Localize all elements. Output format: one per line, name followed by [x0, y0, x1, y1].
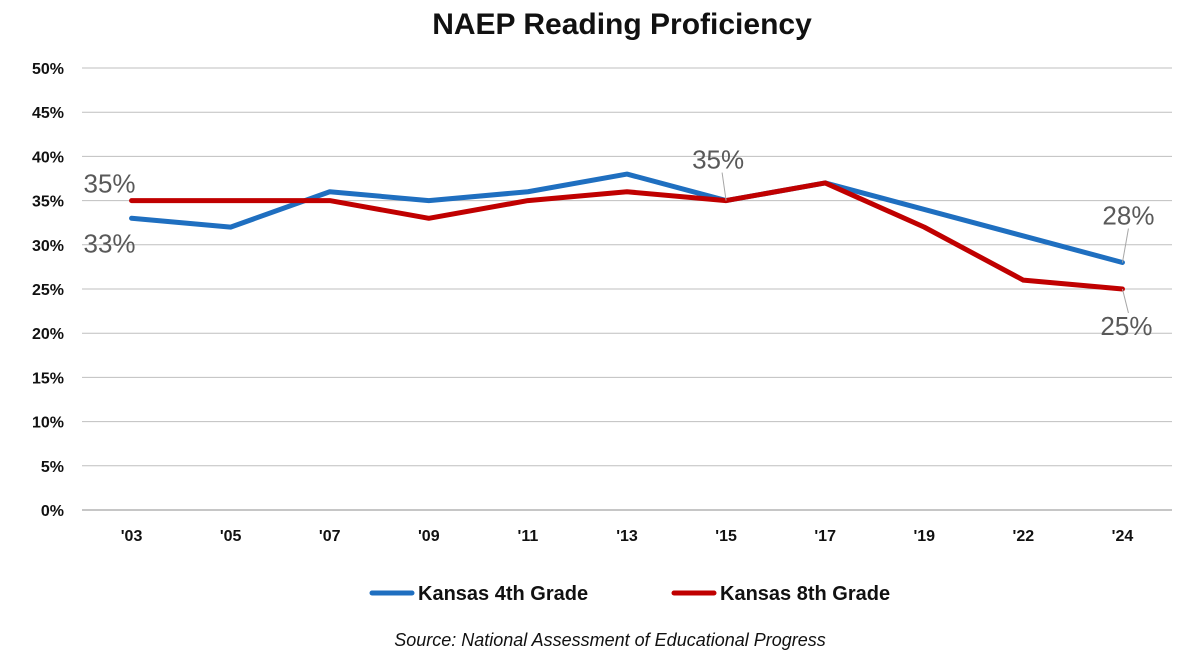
data-label: 33%: [84, 228, 136, 258]
series-line-8th-grade: [129, 180, 1125, 292]
x-tick-label: '09: [418, 528, 440, 545]
y-tick-label: 30%: [32, 238, 64, 255]
y-tick-label: 50%: [32, 61, 64, 78]
data-label-leader: [1121, 288, 1129, 314]
x-tick-label: '03: [121, 528, 143, 545]
y-tick-label: 15%: [32, 370, 64, 387]
y-tick-label: 35%: [32, 194, 64, 211]
x-tick-label: '11: [518, 528, 539, 545]
y-tick-label: 45%: [32, 105, 64, 122]
x-axis-tick-labels: '03 '05 '07 '09 '11 '13 '15 '17 '19 '22 '24: [121, 528, 1134, 545]
legend: Kansas 4th Grade Kansas 8th Grade: [369, 583, 890, 605]
x-tick-label: '15: [715, 528, 737, 545]
data-label-leader: [1121, 228, 1129, 263]
data-label: 35%: [692, 145, 744, 175]
legend-label: Kansas 8th Grade: [720, 583, 890, 605]
y-tick-label: 20%: [32, 326, 64, 343]
y-tick-label: 25%: [32, 282, 64, 299]
y-tick-label: 0%: [41, 503, 64, 520]
x-tick-label: '13: [616, 528, 638, 545]
x-tick-label: '22: [1013, 528, 1035, 545]
x-tick-label: '07: [319, 528, 341, 545]
series-lines: [129, 171, 1125, 292]
source-note: Source: National Assessment of Education…: [394, 630, 826, 650]
gridlines: [82, 67, 1172, 511]
data-label: 28%: [1102, 200, 1154, 230]
y-tick-label: 40%: [32, 149, 64, 166]
chart-title: NAEP Reading Proficiency: [432, 8, 812, 41]
data-label-leader: [721, 172, 727, 201]
data-labels: 33% 28% 35% 35% 25%: [84, 145, 1155, 341]
data-label: 25%: [1100, 311, 1152, 341]
data-label: 35%: [84, 169, 136, 199]
x-tick-label: '19: [913, 528, 935, 545]
x-tick-label: '24: [1112, 528, 1134, 545]
y-tick-label: 5%: [41, 459, 64, 476]
y-tick-label: 10%: [32, 415, 64, 432]
x-tick-label: '17: [814, 528, 836, 545]
x-tick-label: '05: [220, 528, 242, 545]
y-axis-tick-labels: 0% 5% 10% 15% 20% 25% 30% 35% 40% 45% 50%: [32, 61, 64, 520]
series-line-4th-grade: [129, 171, 1125, 265]
legend-label: Kansas 4th Grade: [418, 583, 588, 605]
